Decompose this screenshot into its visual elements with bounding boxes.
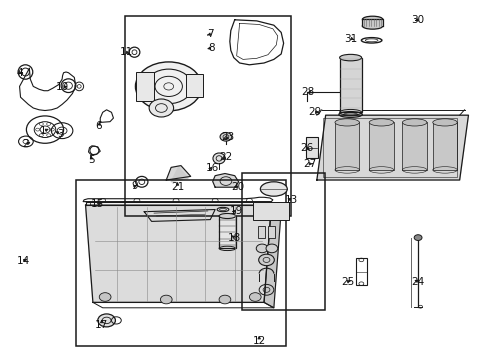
Polygon shape xyxy=(316,115,468,180)
Bar xyxy=(334,122,359,170)
Bar xyxy=(124,16,290,216)
Circle shape xyxy=(256,244,267,253)
Text: 16: 16 xyxy=(205,163,219,174)
Text: 30: 30 xyxy=(411,15,424,25)
Text: 17: 17 xyxy=(95,320,108,330)
Bar xyxy=(185,74,203,97)
Circle shape xyxy=(254,203,275,219)
Text: 27: 27 xyxy=(302,159,316,169)
Text: 7: 7 xyxy=(206,29,213,39)
Circle shape xyxy=(149,99,173,117)
Text: 21: 21 xyxy=(170,182,184,192)
Circle shape xyxy=(98,314,115,327)
Bar xyxy=(339,58,361,112)
Polygon shape xyxy=(144,210,215,221)
Bar xyxy=(258,226,264,238)
Text: 15: 15 xyxy=(91,199,104,210)
Polygon shape xyxy=(264,205,281,308)
Ellipse shape xyxy=(339,54,361,61)
Polygon shape xyxy=(85,205,271,302)
Text: 2: 2 xyxy=(22,139,29,149)
Text: 25: 25 xyxy=(341,276,354,287)
Bar xyxy=(267,226,274,238)
Bar xyxy=(219,216,235,248)
Ellipse shape xyxy=(362,16,382,23)
Text: 19: 19 xyxy=(229,206,243,216)
Text: 3: 3 xyxy=(57,129,63,139)
Text: 28: 28 xyxy=(301,87,314,97)
Circle shape xyxy=(99,293,111,301)
Bar xyxy=(76,180,285,346)
Bar xyxy=(368,122,393,170)
Ellipse shape xyxy=(219,213,235,219)
Bar xyxy=(355,258,366,285)
Ellipse shape xyxy=(368,119,393,126)
Text: 23: 23 xyxy=(221,132,235,142)
Text: 5: 5 xyxy=(88,155,95,165)
Polygon shape xyxy=(166,166,190,180)
Text: 11: 11 xyxy=(119,47,133,57)
Text: 8: 8 xyxy=(207,43,214,53)
Text: 20: 20 xyxy=(231,182,244,192)
Text: 13: 13 xyxy=(284,195,298,205)
Circle shape xyxy=(220,132,231,141)
Text: 29: 29 xyxy=(307,107,321,117)
Ellipse shape xyxy=(362,23,382,29)
Circle shape xyxy=(249,293,261,301)
Bar xyxy=(253,202,289,220)
Ellipse shape xyxy=(432,119,456,126)
Circle shape xyxy=(265,244,277,253)
Polygon shape xyxy=(212,174,238,187)
Circle shape xyxy=(258,254,274,266)
Polygon shape xyxy=(171,167,188,182)
Ellipse shape xyxy=(260,182,287,196)
Text: 24: 24 xyxy=(410,276,424,287)
Circle shape xyxy=(219,295,230,304)
Ellipse shape xyxy=(402,119,426,126)
Bar xyxy=(136,72,154,101)
Circle shape xyxy=(265,203,286,219)
Text: 4: 4 xyxy=(16,68,23,78)
Text: 18: 18 xyxy=(227,233,241,243)
Bar xyxy=(362,19,382,26)
Text: 31: 31 xyxy=(344,33,357,44)
Text: 6: 6 xyxy=(95,121,102,131)
Bar xyxy=(432,122,456,170)
Text: 26: 26 xyxy=(299,143,313,153)
Bar xyxy=(402,122,426,170)
Text: 1: 1 xyxy=(40,126,46,136)
Text: 9: 9 xyxy=(131,181,138,192)
Circle shape xyxy=(135,62,202,111)
Text: 10: 10 xyxy=(56,82,69,92)
Ellipse shape xyxy=(334,119,359,126)
Bar xyxy=(322,118,456,177)
Text: 22: 22 xyxy=(219,152,232,162)
Circle shape xyxy=(160,295,172,304)
Bar xyxy=(305,137,317,158)
Bar xyxy=(242,173,325,310)
Text: 14: 14 xyxy=(17,256,30,266)
Circle shape xyxy=(413,235,421,240)
Ellipse shape xyxy=(212,153,224,164)
Text: 12: 12 xyxy=(252,336,265,346)
